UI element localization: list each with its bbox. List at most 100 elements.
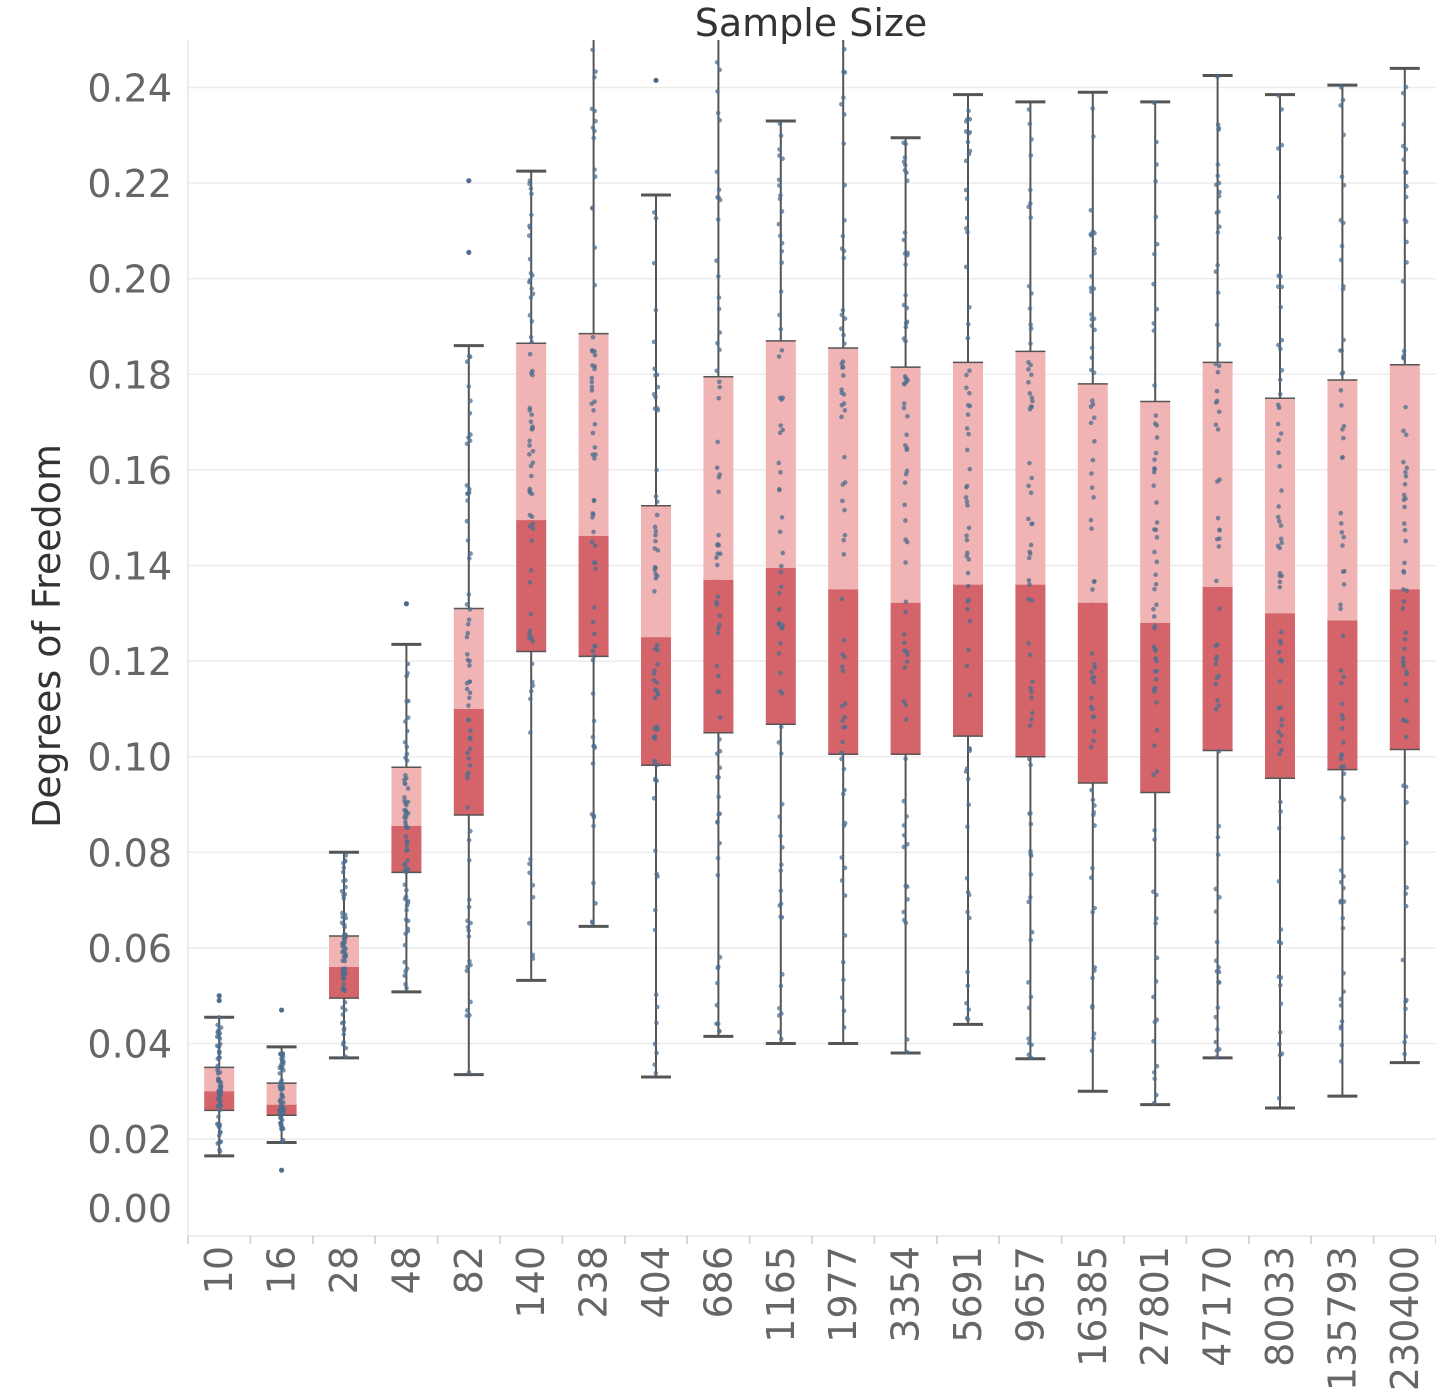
data-point	[839, 756, 844, 762]
data-point	[280, 1105, 286, 1111]
data-point	[1151, 470, 1157, 475]
data-point	[1276, 518, 1282, 524]
data-point	[1026, 980, 1031, 985]
data-point	[652, 589, 657, 594]
data-point	[279, 1139, 285, 1145]
data-point	[1154, 139, 1159, 145]
data-point	[840, 739, 846, 745]
data-point	[1151, 1100, 1157, 1106]
data-point	[653, 777, 658, 783]
boxes	[204, 40, 1420, 1158]
data-point	[1339, 174, 1345, 180]
data-point	[839, 855, 845, 860]
data-point	[1151, 100, 1157, 105]
data-point	[778, 640, 783, 646]
data-point	[779, 515, 785, 520]
data-point	[1154, 700, 1159, 705]
data-point	[840, 791, 846, 797]
box-upper-half	[1077, 383, 1108, 603]
data-point	[591, 880, 596, 886]
data-point	[1154, 535, 1160, 540]
data-point	[1153, 450, 1159, 456]
x-tick-label: 9657	[1008, 1246, 1052, 1343]
data-point	[842, 893, 848, 898]
x-tick-label: 27801	[1133, 1246, 1177, 1367]
data-point	[1340, 726, 1345, 731]
data-point	[526, 921, 532, 926]
data-point	[1401, 568, 1406, 574]
data-point	[716, 295, 722, 300]
data-point	[1090, 865, 1095, 871]
data-point	[1404, 260, 1409, 265]
data-point	[1213, 361, 1219, 367]
data-point	[216, 1076, 221, 1082]
data-point	[529, 191, 534, 197]
data-point	[778, 584, 784, 590]
data-point	[592, 282, 598, 288]
data-point	[528, 295, 534, 300]
data-point	[464, 1013, 470, 1018]
data-point	[1401, 353, 1407, 358]
data-point	[466, 934, 472, 939]
data-point	[964, 385, 969, 391]
data-point	[963, 769, 969, 774]
data-point	[1089, 485, 1095, 490]
data-point	[901, 844, 907, 850]
data-point	[778, 670, 783, 676]
data-point	[589, 388, 595, 393]
y-tick-label: 0.12	[87, 640, 172, 684]
data-point	[1027, 460, 1032, 466]
data-point	[1089, 289, 1094, 294]
data-point	[901, 401, 907, 406]
data-point	[1091, 415, 1097, 421]
data-point	[1152, 828, 1157, 833]
data-point	[965, 229, 970, 235]
data-point	[653, 907, 658, 913]
data-point	[654, 467, 659, 473]
data-point	[717, 715, 723, 720]
data-point	[592, 445, 598, 450]
data-point	[1030, 679, 1035, 684]
data-point	[591, 823, 596, 829]
data-point	[1341, 182, 1347, 188]
data-point	[404, 966, 410, 971]
data-point	[1152, 837, 1157, 842]
data-point	[1154, 1063, 1160, 1069]
data-point	[1152, 466, 1157, 471]
data-point	[965, 824, 970, 829]
data-point	[1216, 544, 1222, 549]
data-point	[281, 1068, 286, 1073]
data-point	[1215, 834, 1221, 840]
data-point	[716, 395, 722, 401]
box-lower-half	[578, 535, 609, 657]
data-point	[1401, 717, 1406, 723]
data-point	[404, 728, 410, 734]
data-point	[1217, 224, 1222, 230]
data-point	[1275, 514, 1281, 520]
data-point	[1153, 921, 1158, 926]
data-point	[840, 652, 845, 657]
data-point	[527, 351, 533, 357]
data-point	[901, 832, 907, 838]
data-point	[1152, 421, 1158, 426]
data-point	[1214, 675, 1220, 681]
data-point	[278, 1121, 284, 1127]
data-point	[1152, 685, 1158, 691]
data-point	[1088, 367, 1094, 373]
data-point	[1215, 122, 1221, 127]
data-point	[589, 375, 595, 381]
data-point	[1153, 572, 1158, 578]
data-point	[841, 332, 846, 338]
data-point	[405, 928, 411, 934]
data-point	[842, 46, 847, 52]
data-point	[1276, 650, 1282, 655]
data-point	[1338, 510, 1344, 516]
data-point	[652, 1062, 657, 1067]
data-point	[1402, 646, 1407, 652]
data-point	[1404, 184, 1409, 189]
data-point	[1279, 540, 1284, 546]
box-upper-half	[1327, 380, 1358, 621]
data-point	[717, 384, 723, 390]
data-point	[405, 799, 411, 805]
data-point	[842, 714, 847, 720]
